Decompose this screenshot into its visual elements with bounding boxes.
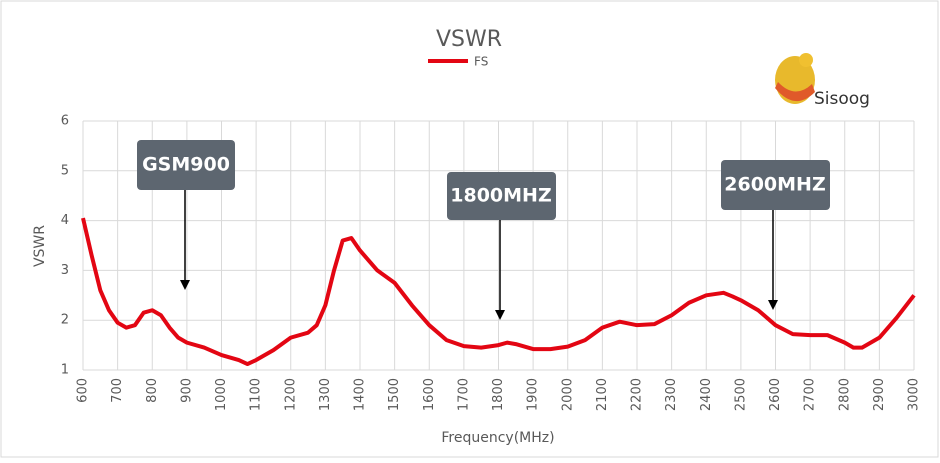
x-tick-label: 1700 (456, 378, 471, 411)
x-tick-label: 2500 (733, 378, 748, 411)
annotation: 2600MHZ (721, 160, 830, 310)
x-tick-label: 2000 (560, 378, 575, 411)
arrow-head (768, 300, 778, 310)
x-tick-label: 1000 (214, 378, 229, 411)
x-tick-label: 1900 (526, 378, 541, 411)
logo-wing (775, 82, 815, 102)
annotation: GSM900 (137, 140, 235, 290)
logo-head (799, 53, 813, 67)
x-tick-label: 1400 (353, 378, 368, 411)
legend-label: FS (474, 55, 488, 69)
annotation: 1800MHZ (447, 172, 556, 320)
annotation-text: GSM900 (142, 154, 230, 176)
x-tick-label: 2800 (837, 378, 852, 411)
x-tick-label: 1300 (318, 378, 333, 411)
x-tick-label: 2900 (872, 378, 887, 411)
x-tick-label: 1100 (249, 378, 264, 411)
x-tick-label: 1800 (491, 378, 506, 411)
x-tick-label: 900 (179, 378, 194, 403)
x-tick-label: 2400 (699, 378, 714, 411)
arrow-head (495, 310, 505, 320)
x-tick-label: 1200 (283, 378, 298, 411)
x-tick-label: 2200 (630, 378, 645, 411)
y-tick-label: 5 (61, 163, 69, 178)
logo-text: Sisoog (814, 89, 870, 109)
x-tick-label: 3000 (907, 378, 922, 411)
y-tick-label: 1 (61, 363, 69, 378)
data-line (81, 217, 916, 367)
x-tick-label: 1600 (422, 378, 437, 411)
annotation-box (447, 172, 556, 220)
y-tick-label: 3 (61, 263, 69, 278)
x-tick-label: 2700 (803, 378, 818, 411)
x-tick-label: 800 (145, 378, 160, 403)
annotation-box (137, 140, 235, 190)
x-tick-label: 2100 (595, 378, 610, 411)
y-axis-label: VSWR (32, 225, 48, 267)
chart-title: VSWR (436, 27, 502, 52)
y-tick-label: 6 (61, 114, 69, 129)
x-tick-label: 2300 (664, 378, 679, 411)
annotation-text: 2600MHZ (724, 174, 825, 196)
x-tick-label: 600 (76, 378, 91, 403)
x-tick-label: 700 (110, 378, 125, 403)
annotation-text: 1800MHZ (450, 185, 551, 207)
x-axis-label: Frequency(MHz) (441, 430, 554, 446)
annotation-box (721, 160, 830, 210)
x-tick-label: 2600 (768, 378, 783, 411)
x-tick-label: 1500 (387, 378, 402, 411)
logo: Sisoog (775, 53, 870, 109)
y-tick-label: 4 (61, 213, 69, 228)
arrow-head (180, 280, 190, 290)
y-tick-label: 2 (61, 313, 69, 328)
